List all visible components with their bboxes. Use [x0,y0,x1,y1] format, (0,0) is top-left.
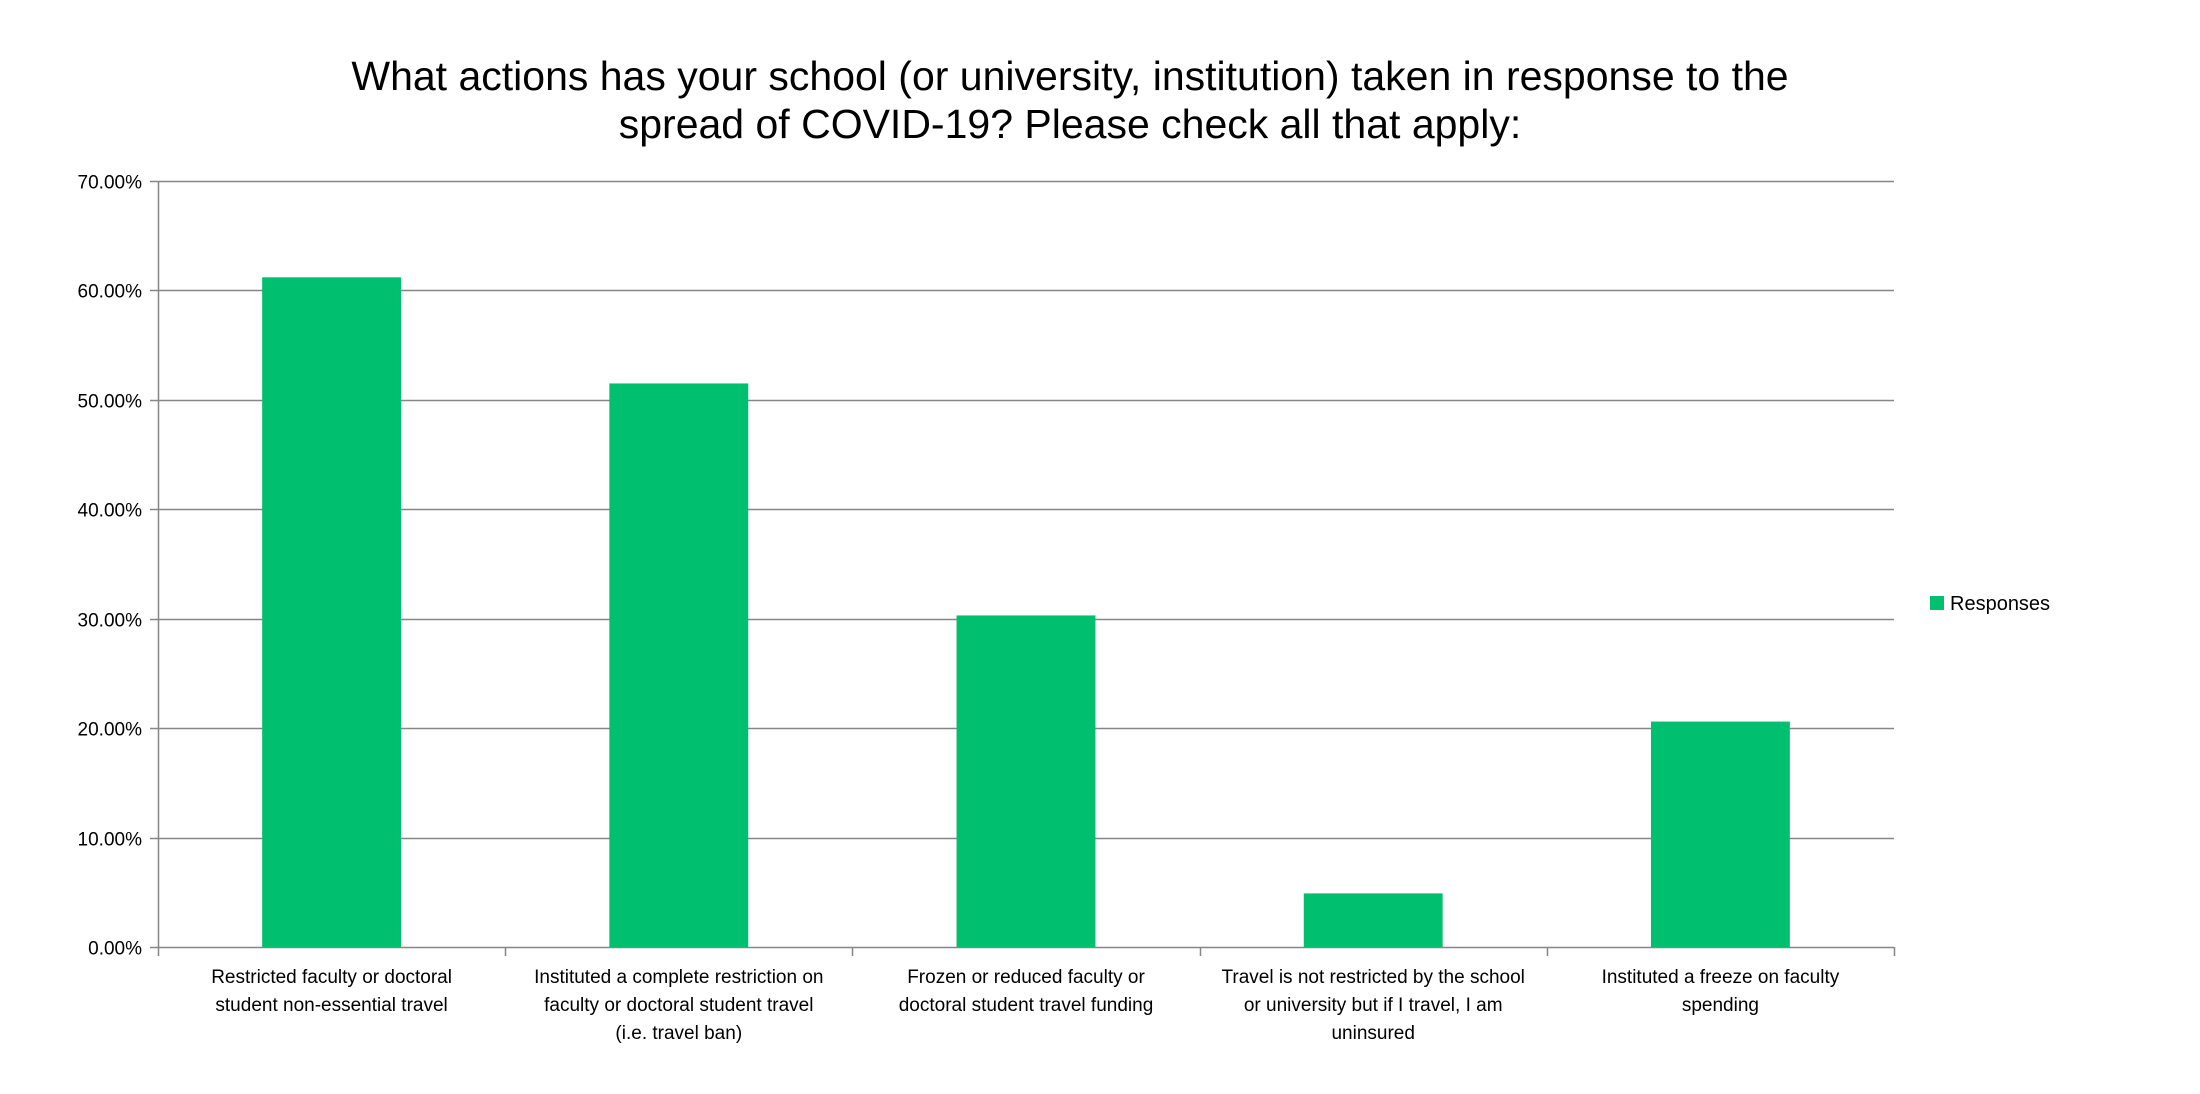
y-tick-label: 10.00% [78,830,143,851]
y-tick-label: 20.00% [78,720,143,741]
axes [150,180,1896,956]
bar [609,383,749,947]
x-axis-category-labels: Restricted faculty or doctoral student no… [211,967,1840,1044]
y-tick-label: 50.00% [78,392,143,413]
y-tick-label: 0.00% [88,939,142,960]
chart-title: What actions has your school (or univers… [0,52,2140,148]
x-category-label: Instituted a complete restriction on facu… [534,967,823,1044]
y-axis-tick-labels: 0.00% 10.00% 20.00% 30.00% 40.00% 50.00% 60.00… [78,173,143,960]
y-tick-label: 70.00% [78,173,143,194]
legend-swatch [1930,596,1944,610]
legend-label: Responses [1950,593,2050,615]
chart-title-line-2: spread of COVID-19? Please check all tha… [618,101,1522,147]
y-tick-label: 40.00% [78,501,143,522]
y-tick-label: 60.00% [78,282,143,303]
legend: Responses [1930,593,2050,615]
bar [1303,893,1443,947]
bars [262,277,1790,948]
x-category-label: Travel is not restricted by the school or… [1221,967,1524,1044]
x-category-label: Frozen or reduced faculty or doctoral stu… [899,967,1154,1016]
bar [1650,721,1790,947]
x-category-label: Instituted a freeze on faculty spending [1602,967,1840,1016]
bar [262,277,402,948]
bar [956,615,1096,947]
y-tick-label: 30.00% [78,611,143,632]
chart-title-line-1: What actions has your school (or univers… [351,53,1789,99]
x-category-label: Restricted faculty or doctoral student no… [211,967,452,1016]
